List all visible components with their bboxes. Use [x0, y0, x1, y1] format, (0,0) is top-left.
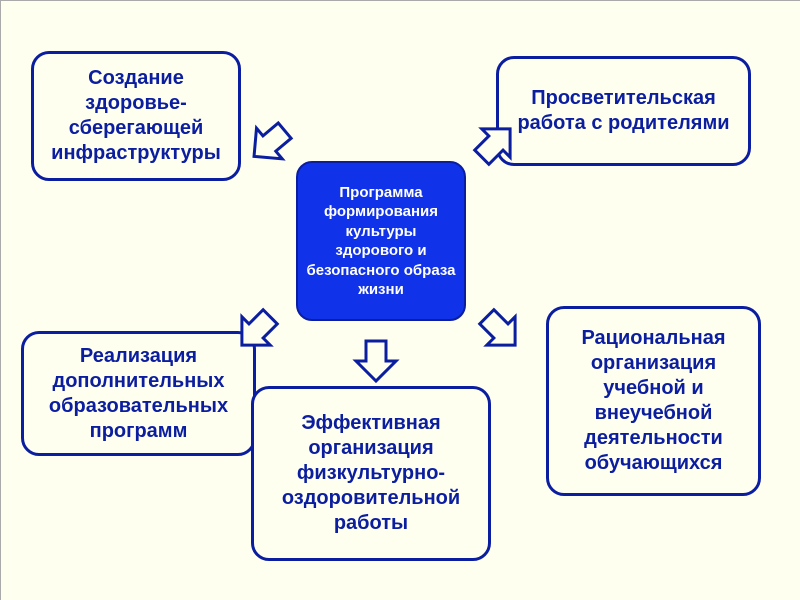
node-parents: Просветительская работа с родителями	[496, 56, 751, 166]
center-node-label: Программа формирования культуры здоровог…	[306, 183, 456, 300]
diagram-canvas: Программа формирования культуры здоровог…	[0, 0, 800, 600]
node-phys-ed: Эффективная организация физкультурно-озд…	[251, 386, 491, 561]
node-label: Реализация дополнительных образовательны…	[32, 344, 245, 444]
arrow-to-phys-ed	[341, 319, 411, 389]
node-label: Создание здоровье-сберегающей инфраструк…	[42, 66, 230, 166]
arrow-to-additional-programs	[226, 291, 296, 361]
node-rational-org: Рациональная организация учебной и внеуч…	[546, 306, 761, 496]
arrow-to-infrastructure	[229, 113, 299, 183]
node-label: Просветительская работа с родителями	[507, 86, 740, 136]
node-additional-programs: Реализация дополнительных образовательны…	[21, 331, 256, 456]
center-node: Программа формирования культуры здоровог…	[296, 161, 466, 321]
node-label: Эффективная организация физкультурно-озд…	[262, 411, 480, 536]
arrow-to-parents	[456, 113, 526, 183]
node-label: Рациональная организация учебной и внеуч…	[557, 326, 750, 476]
node-infrastructure: Создание здоровье-сберегающей инфраструк…	[31, 51, 241, 181]
arrow-to-rational-org	[461, 291, 531, 361]
